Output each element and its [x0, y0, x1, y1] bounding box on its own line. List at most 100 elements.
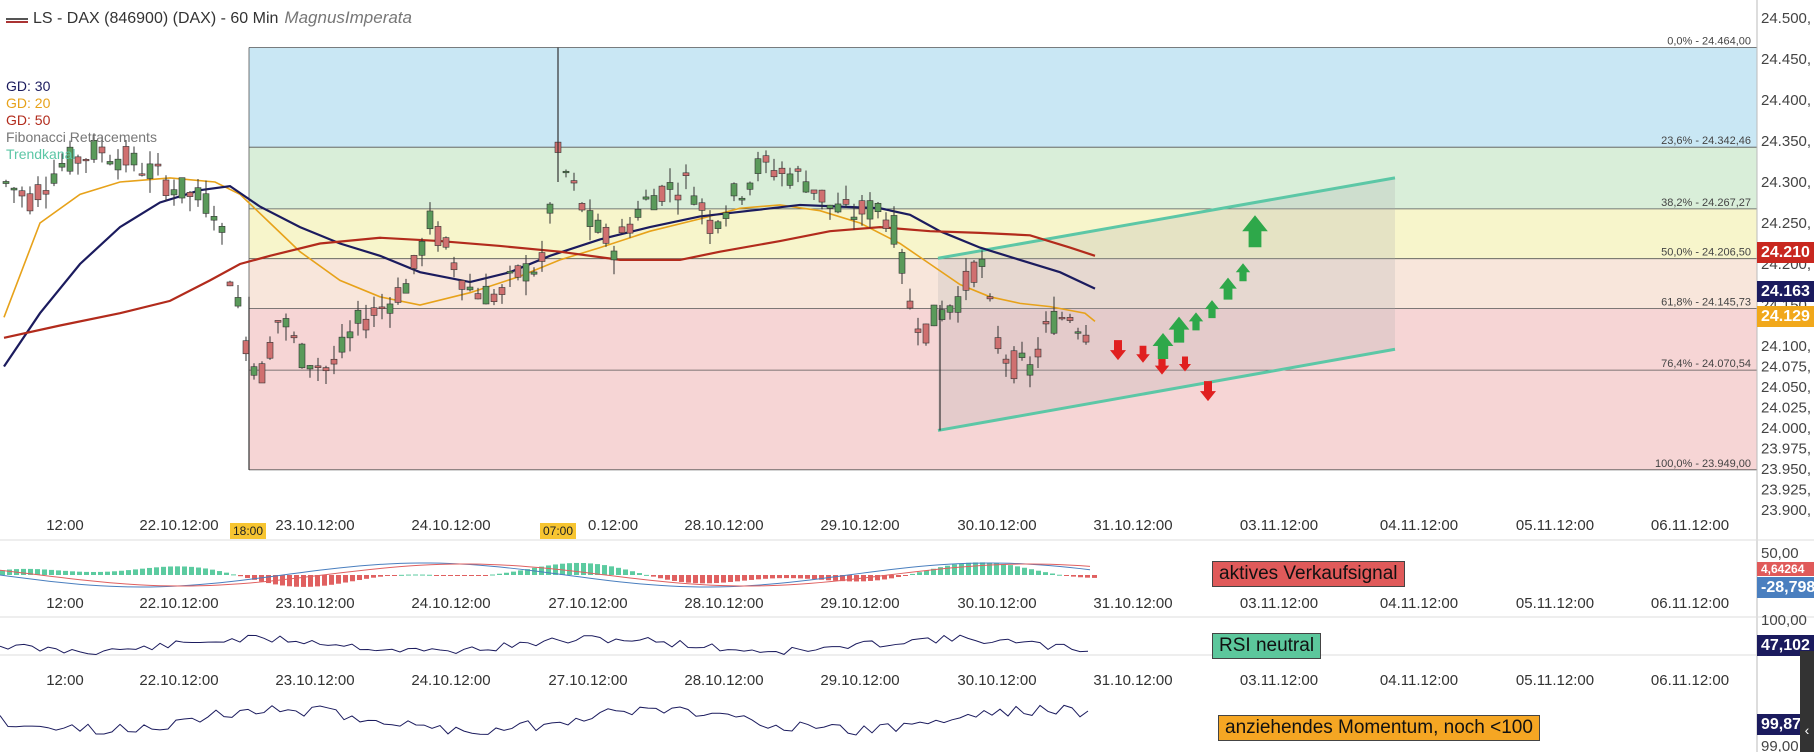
candle-body [794, 168, 802, 172]
macd-histogram-bar [210, 569, 215, 575]
candle-body [546, 203, 554, 214]
candle-body [98, 146, 106, 154]
arrow-up-icon [1219, 277, 1237, 300]
macd-histogram-bar [581, 563, 586, 575]
price-tick: 24.250, [1761, 215, 1811, 232]
candle-body [386, 303, 394, 314]
legend-gd20[interactable]: GD: 20 [6, 95, 51, 111]
macd-histogram-bar [1078, 575, 1083, 578]
legend-fibonacci[interactable]: Fibonacci Retracements [6, 129, 157, 145]
macd-histogram-bar [665, 575, 670, 580]
macd-histogram-bar [427, 574, 432, 576]
rsi-signal-banner: RSI neutral [1212, 633, 1322, 659]
candle-body [962, 270, 970, 291]
candle-body [738, 197, 746, 201]
macd-histogram-bar [630, 571, 635, 575]
macd-histogram-bar [497, 573, 502, 575]
legend-gd30[interactable]: GD: 30 [6, 78, 51, 94]
candlesticks [2, 47, 1090, 470]
arrow-up-icon [1188, 312, 1204, 331]
candle-body [122, 146, 130, 166]
legend-trendkanal[interactable]: Trendkanal [6, 146, 76, 162]
macd-histogram-bar [441, 575, 446, 576]
time-tick: 23.10.12:00 [275, 517, 354, 534]
macd-histogram-bar [168, 566, 173, 575]
macd-histogram-bar [231, 574, 236, 576]
macd-histogram-bar [49, 569, 54, 575]
macd-histogram-bar [140, 568, 145, 575]
macd-histogram-bar [952, 564, 957, 575]
macd-histogram-bar [959, 563, 964, 575]
macd-histogram-bar [28, 568, 33, 575]
momentum-badge: 99,87 [1757, 714, 1814, 735]
macd-histogram-bar [308, 575, 313, 587]
time-tick: 24.10.12:00 [411, 672, 490, 689]
candle-body [802, 181, 810, 193]
candle-body [330, 358, 338, 365]
candle-body [1018, 352, 1026, 358]
candle-body [146, 163, 154, 179]
macd-histogram-bar [504, 572, 509, 575]
series-icon [6, 17, 28, 20]
candle-body [634, 208, 642, 218]
macd-histogram-bar [644, 574, 649, 576]
time-tick: 05.11.12:00 [1516, 672, 1594, 689]
macd-histogram-bar [154, 567, 159, 575]
macd-histogram-bar [42, 569, 47, 575]
candle-body [290, 335, 298, 339]
candle-body [730, 183, 738, 197]
channel-upper-line [937, 176, 1396, 260]
macd-histogram-bar [7, 569, 12, 575]
macd-histogram-bar [847, 575, 852, 582]
time-tick: 30.10.12:00 [957, 595, 1036, 612]
macd-histogram-bar [357, 575, 362, 581]
time-tick: 06.11.12:00 [1651, 517, 1729, 534]
candle-body [1066, 317, 1074, 321]
macd-histogram-bar [770, 575, 775, 579]
author-name: MagnusImperata [284, 8, 412, 27]
macd-histogram-bar [462, 575, 467, 576]
macd-histogram-bar [588, 563, 593, 575]
macd-histogram-bar [539, 566, 544, 575]
chevron-left-icon[interactable]: ‹ [1804, 722, 1810, 738]
candle-body [434, 226, 442, 246]
time-tag-0700: 07:00 [540, 523, 577, 539]
candle-body [922, 323, 930, 344]
macd-histogram-bar [490, 574, 495, 576]
time-tag-1800: 18:00 [230, 523, 267, 539]
macd-histogram-bar [378, 575, 383, 577]
indicator-legend: GD: 30 GD: 20 GD: 50 Fibonacci Retraceme… [6, 78, 157, 163]
macd-histogram-bar [882, 575, 887, 580]
candle-body [154, 163, 162, 167]
candle-body [658, 185, 666, 202]
price-tick: 23.925, [1761, 482, 1811, 499]
time-axes: 12:00 22.10.12:00 23.10.12:00 24.10.12:00 28… [46, 517, 1729, 689]
candle-body [362, 318, 370, 331]
price-badge-gd20: 24.129 [1757, 306, 1814, 327]
macd-histogram-bar [1008, 565, 1013, 575]
fib-label: 50,0% - 24.206,50 [1661, 247, 1751, 259]
time-tick: 22.10.12:00 [139, 517, 218, 534]
macd-histogram-bar [1043, 572, 1048, 575]
macd-histogram-bar [273, 575, 278, 585]
time-tick: 03.11.12:00 [1240, 517, 1318, 534]
indicator-panels: 50,00 100,00 99,00 [0, 539, 1814, 752]
macd-histogram-bar [84, 571, 89, 575]
legend-gd50[interactable]: GD: 50 [6, 112, 51, 128]
time-tick: 28.10.12:00 [684, 517, 763, 534]
candle-body [522, 263, 530, 282]
macd-histogram-bar [77, 571, 82, 575]
macd-histogram-bar [749, 575, 754, 580]
macd-histogram-bar [924, 570, 929, 575]
price-tick: 24.000, [1761, 420, 1811, 437]
macd-histogram-bar [203, 568, 208, 575]
candle-body [850, 216, 858, 220]
price-tick: 24.025, [1761, 400, 1811, 417]
candle-body [626, 223, 634, 234]
macd-histogram-bar [98, 571, 103, 575]
candle-body [722, 212, 730, 219]
candle-body [1050, 310, 1058, 334]
forecast-arrows [1110, 215, 1268, 402]
scrollbar[interactable] [1800, 651, 1814, 752]
candle-body [466, 286, 474, 291]
